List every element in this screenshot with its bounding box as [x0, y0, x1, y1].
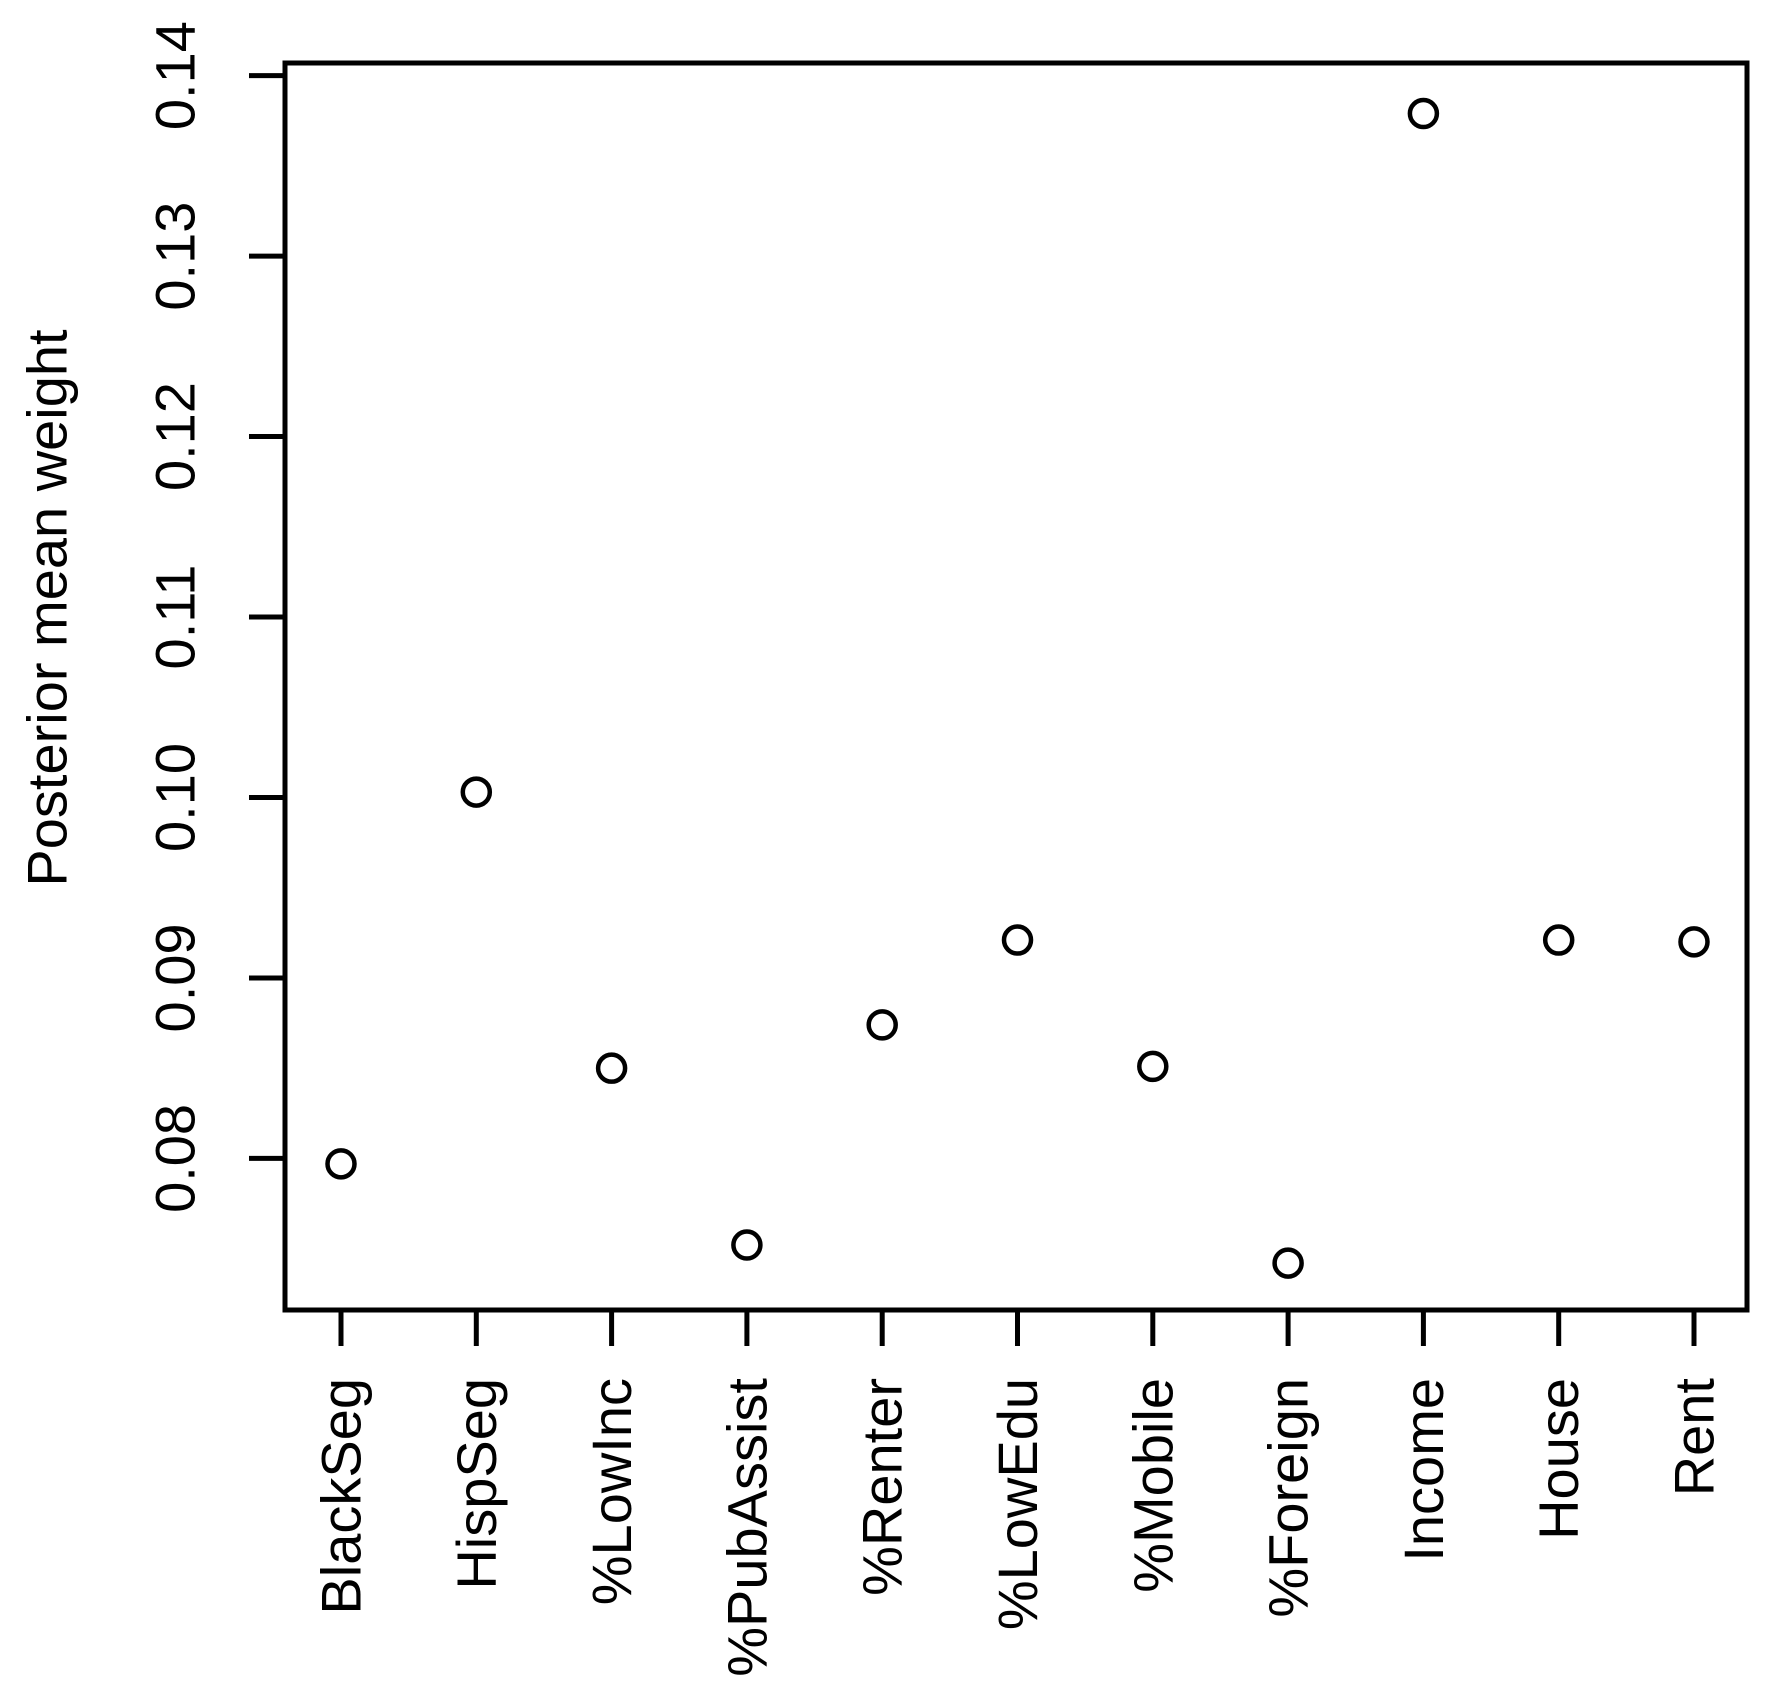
y-tick-label: 0.12 [144, 382, 207, 491]
x-axis-category-labels: BlackSeg HispSeg %LowInc %PubAssist %Renter%… [310, 1378, 1726, 1677]
data-point-HispSeg [460, 776, 493, 808]
data-point-pctPubAssist [731, 1229, 763, 1261]
x-category-label: %Mobile [1121, 1378, 1184, 1593]
y-tick-label: 0.09 [144, 923, 207, 1032]
x-category-label: %Foreign [1257, 1378, 1320, 1618]
data-point-pctRenter [866, 1009, 898, 1041]
data-point-pctForeign [1272, 1247, 1304, 1279]
y-axis-title: Posterior mean weight [16, 329, 79, 887]
y-axis-tick-labels: 0.08 0.09 0.10 0.11 0.12 0.13 0.14 [144, 21, 207, 1213]
y-axis-ticks [249, 73, 285, 1161]
data-point-pctLowInc [595, 1052, 628, 1084]
y-tick-label: 0.13 [144, 202, 207, 311]
y-tick-label: 0.08 [144, 1104, 207, 1213]
data-point-pctMobile [1137, 1050, 1169, 1083]
x-category-label: %LowEdu [986, 1378, 1049, 1630]
x-category-label: BlackSeg [310, 1378, 373, 1615]
x-category-label: %Renter [851, 1378, 914, 1596]
data-point-BlackSeg [325, 1148, 357, 1180]
x-category-label: Rent [1663, 1378, 1726, 1497]
y-tick-label: 0.10 [144, 743, 207, 852]
plot-box [282, 60, 1750, 1313]
data-points [325, 97, 1710, 1279]
data-point-House [1542, 924, 1575, 956]
x-category-label: %PubAssist [715, 1378, 778, 1677]
data-point-pctLowEdu [1001, 924, 1034, 956]
x-axis-ticks [338, 1310, 1697, 1346]
y-tick-label: 0.11 [144, 565, 207, 670]
x-category-label: %LowInc [580, 1378, 643, 1605]
data-point-Income [1407, 97, 1440, 130]
y-tick-label: 0.14 [144, 21, 207, 130]
x-category-label: HispSeg [445, 1378, 508, 1590]
data-point-Rent [1678, 926, 1710, 958]
x-category-label: House [1527, 1378, 1590, 1540]
x-category-label: Income [1392, 1378, 1455, 1562]
